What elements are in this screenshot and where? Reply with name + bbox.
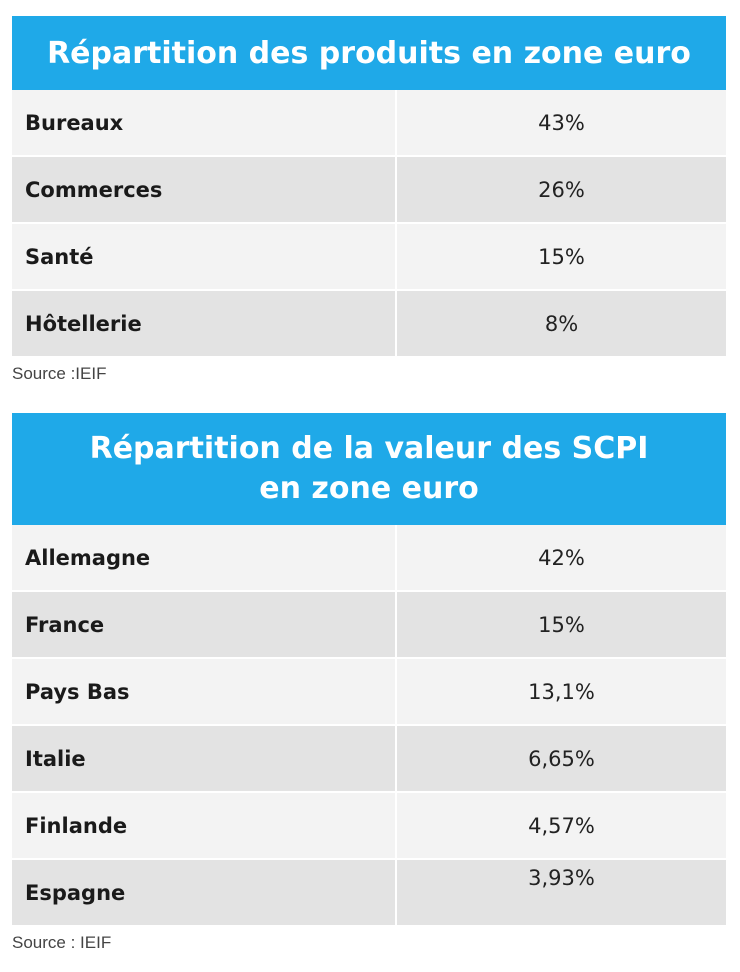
table-row: France 15% (12, 592, 726, 659)
source-note: Source :IEIF (12, 364, 107, 383)
row-label: Bureaux (12, 90, 397, 155)
row-value: 15% (397, 224, 726, 289)
scpi-table-title: Répartition de la valeur des SCPI en zon… (12, 413, 726, 525)
row-value: 42% (397, 525, 726, 590)
table-row: Hôtellerie 8% (12, 291, 726, 358)
row-value: 6,65% (397, 726, 726, 791)
row-label: Espagne (12, 860, 397, 925)
row-label: Commerces (12, 157, 397, 222)
row-label: France (12, 592, 397, 657)
table-row: Pays Bas 13,1% (12, 659, 726, 726)
scpi-value-table: Répartition de la valeur des SCPI en zon… (12, 413, 726, 953)
scpi-title-line2: en zone euro (259, 471, 479, 506)
row-label: Santé (12, 224, 397, 289)
row-value: 8% (397, 291, 726, 356)
products-table-title: Répartition des produits en zone euro (12, 16, 726, 90)
row-label: Hôtellerie (12, 291, 397, 356)
table-row: Commerces 26% (12, 157, 726, 224)
table-row: Italie 6,65% (12, 726, 726, 793)
source-note: Source : IEIF (12, 933, 112, 952)
table-row: Santé 15% (12, 224, 726, 291)
row-value: 15% (397, 592, 726, 657)
row-value: 4,57% (397, 793, 726, 858)
scpi-title-line1: Répartition de la valeur des SCPI (89, 431, 649, 466)
products-table: Répartition des produits en zone euro Bu… (12, 16, 726, 384)
table-row: Allemagne 42% (12, 525, 726, 592)
row-value: 26% (397, 157, 726, 222)
row-label: Italie (12, 726, 397, 791)
row-label: Pays Bas (12, 659, 397, 724)
table-row: Bureaux 43% (12, 90, 726, 157)
row-value: 13,1% (397, 659, 726, 724)
row-label: Allemagne (12, 525, 397, 590)
row-label: Finlande (12, 793, 397, 858)
table-row: Finlande 4,57% (12, 793, 726, 860)
row-value: 3,93% (397, 860, 726, 925)
table-row: Espagne 3,93% (12, 860, 726, 927)
row-value: 43% (397, 90, 726, 155)
